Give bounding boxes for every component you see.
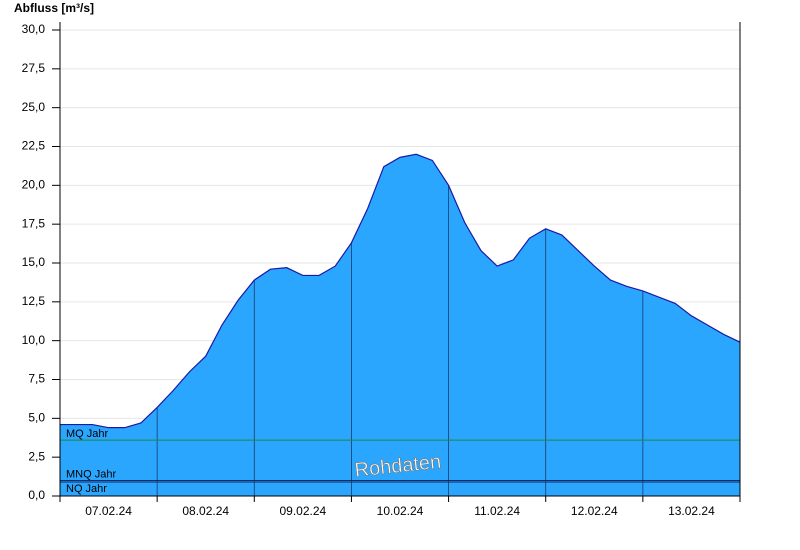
x-tick-label: 11.02.24	[474, 504, 520, 518]
x-tick-label: 13.02.24	[668, 504, 715, 518]
y-tick-label: 25,0	[22, 100, 46, 114]
reference-label: MNQ Jahr	[66, 468, 116, 480]
area	[60, 154, 740, 496]
y-tick-label: 30,0	[22, 22, 46, 36]
y-tick-label: 20,0	[22, 178, 46, 192]
x-tick-label: 12.02.24	[571, 504, 618, 518]
y-tick-label: 12,5	[22, 294, 46, 308]
y-axis-label: Abfluss [m³/s]	[14, 1, 94, 15]
y-tick-label: 10,0	[22, 333, 46, 347]
y-tick-label: 0,0	[28, 488, 45, 502]
y-tick-label: 7,5	[28, 372, 45, 386]
x-tick-label: 08.02.24	[182, 504, 229, 518]
reference-label: NQ Jahr	[66, 483, 107, 495]
y-tick-label: 22,5	[22, 139, 46, 153]
x-tick-label: 09.02.24	[279, 504, 326, 518]
line	[60, 153, 741, 429]
x-tick-label: 10.02.24	[377, 504, 424, 518]
y-tick-label: 27,5	[22, 61, 46, 75]
y-tick-label: 5,0	[28, 411, 45, 425]
reference-label: MQ Jahr	[66, 428, 109, 440]
x-tick-label: 07.02.24	[85, 504, 132, 518]
y-tick-label: 15,0	[22, 255, 46, 269]
y-tick-label: 2,5	[28, 449, 45, 463]
y-tick-label: 17,5	[22, 216, 46, 230]
